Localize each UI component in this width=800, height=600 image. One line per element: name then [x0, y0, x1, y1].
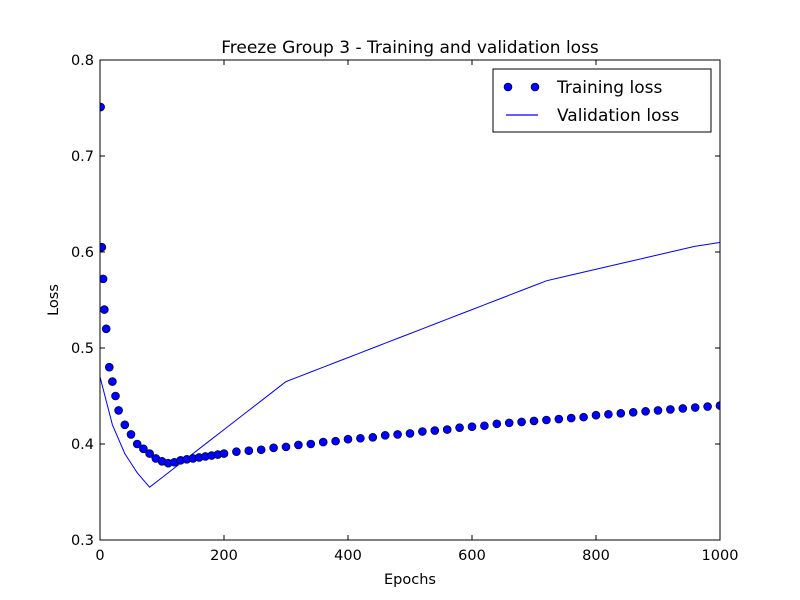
- training-loss-point: [269, 443, 278, 453]
- y-tick-label: 0.5: [71, 341, 94, 357]
- training-loss-point: [405, 429, 415, 438]
- training-loss-point: [343, 434, 353, 444]
- y-tick-label: 0.7: [71, 149, 94, 165]
- training-loss-point: [703, 402, 712, 411]
- validation-loss-line: [100, 241, 720, 488]
- training-loss-point: [100, 242, 107, 252]
- training-loss-point: [666, 405, 675, 414]
- training-loss-point: [641, 407, 650, 416]
- x-tick-label: 800: [582, 548, 610, 564]
- training-loss-point: [604, 409, 613, 419]
- training-loss-point: [715, 401, 720, 410]
- training-loss-point: [120, 420, 130, 430]
- y-tick-label: 0.8: [71, 53, 94, 69]
- training-loss-point: [281, 442, 291, 452]
- x-tick-label: 200: [210, 548, 238, 564]
- training-loss-point: [430, 426, 440, 435]
- training-loss-point: [579, 412, 588, 422]
- training-loss-point: [331, 436, 340, 446]
- x-tick-label: 600: [458, 548, 486, 564]
- training-loss-point: [105, 362, 114, 372]
- training-loss-point: [442, 425, 452, 434]
- training-loss-point: [690, 403, 700, 412]
- training-loss-point: [100, 102, 105, 112]
- training-loss-point: [108, 377, 117, 386]
- y-axis-label: Loss: [46, 284, 62, 316]
- y-tick-label: 0.6: [71, 245, 94, 261]
- training-loss-point: [111, 391, 120, 401]
- x-axis-label: Epochs: [384, 572, 436, 588]
- chart-title: Freeze Group 3 - Training and validation…: [221, 38, 599, 58]
- series-training-loss: [100, 102, 720, 468]
- x-tick-label: 1000: [702, 548, 739, 564]
- training-loss-point: [100, 305, 109, 314]
- legend-label-validation: Validation loss: [557, 106, 679, 126]
- training-loss-point: [318, 437, 328, 447]
- training-loss-point: [455, 423, 464, 432]
- y-tick-label: 0.3: [71, 533, 94, 549]
- training-loss-point: [591, 410, 601, 420]
- axes: 0 200 400 600 800 1000 0.3 0.4 0.5 0.6 0.7 0.8: [71, 53, 739, 564]
- training-loss-point: [256, 445, 266, 455]
- training-loss-point: [244, 446, 254, 456]
- training-loss-point: [504, 418, 514, 428]
- training-loss-point: [294, 440, 303, 450]
- training-loss-point: [653, 406, 663, 415]
- plot-area: [100, 102, 720, 488]
- training-loss-point: [139, 444, 148, 454]
- training-loss-point: [306, 439, 316, 449]
- training-loss-point: [232, 447, 241, 456]
- y-tick-label: 0.4: [71, 437, 94, 453]
- training-loss-point: [542, 415, 551, 425]
- training-loss-point: [467, 422, 477, 432]
- legend-box: [492, 68, 712, 133]
- training-loss-point: [492, 419, 502, 429]
- training-loss-point: [356, 433, 365, 443]
- training-loss-point: [566, 413, 576, 423]
- training-loss-point: [678, 404, 688, 413]
- training-loss-point: [219, 449, 229, 458]
- training-loss-point: [554, 414, 564, 424]
- training-loss-point: [393, 430, 402, 439]
- series-validation-loss: [100, 241, 720, 488]
- training-loss-point: [628, 408, 638, 417]
- legend-marker-training-1: [503, 82, 513, 92]
- training-loss-point: [418, 427, 427, 436]
- training-loss-point: [100, 274, 108, 284]
- axes-frame: [99, 59, 721, 541]
- legend-marker-training-2: [530, 82, 540, 92]
- legend-label-training: Training loss: [556, 78, 662, 98]
- training-loss-point: [145, 449, 154, 458]
- training-loss-point: [517, 417, 526, 427]
- training-loss-point: [380, 431, 390, 440]
- legend: Training loss Validation loss: [492, 68, 712, 133]
- training-loss-point: [101, 324, 111, 334]
- training-loss-point: [368, 432, 378, 442]
- training-loss-point: [126, 430, 136, 439]
- training-loss-point: [480, 421, 489, 431]
- training-loss-point: [529, 416, 539, 426]
- training-loss-point: [132, 439, 142, 449]
- x-tick-label: 400: [334, 548, 362, 564]
- training-loss-point: [114, 406, 123, 415]
- x-tick-label: 0: [95, 548, 104, 564]
- training-loss-point: [616, 408, 626, 418]
